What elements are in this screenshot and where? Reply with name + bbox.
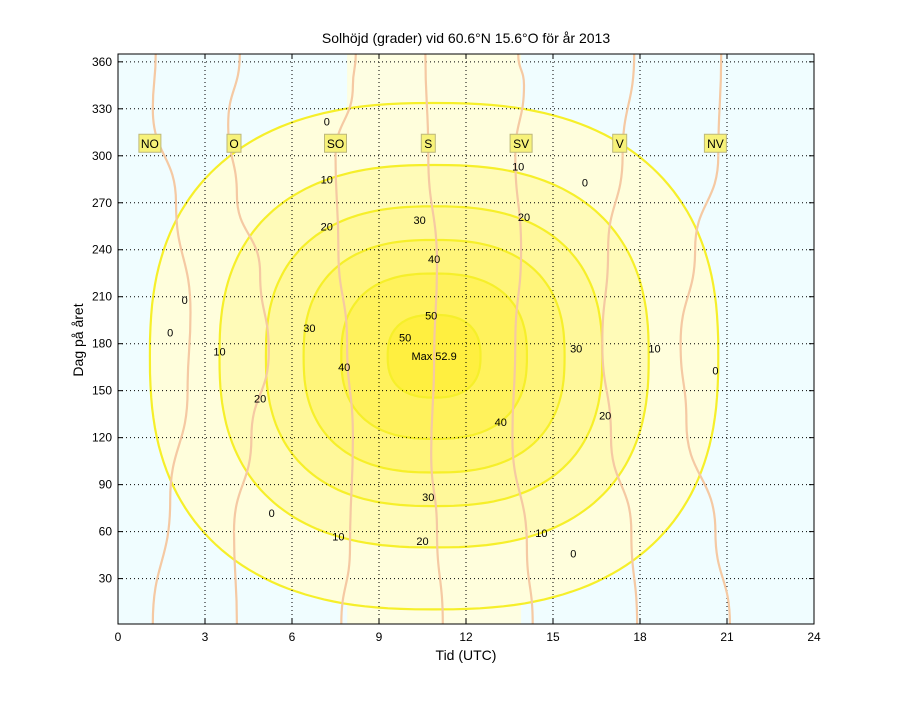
direction-label-box xyxy=(138,133,162,153)
y-tick-label: 180 xyxy=(92,337,112,351)
x-tick-label: 6 xyxy=(289,630,296,644)
contour-label: 0 xyxy=(269,508,275,520)
direction-label-o: O xyxy=(229,137,238,151)
direction-label-s: S xyxy=(424,137,432,151)
contour-label: 40 xyxy=(338,362,350,374)
contour-label: 10 xyxy=(332,531,344,543)
contour-label: 30 xyxy=(570,343,582,355)
x-tick-label: 0 xyxy=(115,630,122,644)
contour-label: 0 xyxy=(182,295,188,307)
y-tick-label: 30 xyxy=(99,572,113,586)
contour-label: 0 xyxy=(324,116,330,128)
contour-label: 40 xyxy=(495,417,507,429)
direction-label-no: NO xyxy=(141,137,159,151)
contour-label: 20 xyxy=(416,536,428,548)
axis-ticks: 0 3 6 9 12 15 18 21 24 30 60 90 120 150 180 210 240 270 30… xyxy=(92,54,821,644)
direction-label-box xyxy=(703,133,727,153)
direction-label-box xyxy=(226,133,242,153)
contour-line-10 xyxy=(218,163,650,549)
contour-label: 10 xyxy=(213,347,225,359)
azimuth-line-s xyxy=(424,54,444,624)
contour-label: 40 xyxy=(428,254,440,266)
contour-label: 0 xyxy=(582,177,588,189)
contour-line-20 xyxy=(264,205,604,508)
direction-label-box xyxy=(612,133,628,153)
contour-label: 10 xyxy=(512,162,524,174)
contour-lines xyxy=(148,101,720,611)
direction-labels: NO O SO S SV V NV xyxy=(138,133,727,153)
azimuth-line-sv xyxy=(511,54,534,624)
y-tick-label: 360 xyxy=(92,55,112,69)
direction-label-box xyxy=(420,133,436,153)
y-tick-label: 60 xyxy=(99,525,113,539)
contour-label: 20 xyxy=(254,394,266,406)
direction-label-sv: SV xyxy=(513,137,529,151)
contour-label: 30 xyxy=(422,492,434,504)
y-axis-label: Dag på året xyxy=(70,303,86,376)
direction-label-so: SO xyxy=(327,137,344,151)
contour-label: 50 xyxy=(399,332,411,344)
x-tick-label: 12 xyxy=(459,630,473,644)
azimuth-line-v xyxy=(601,54,639,624)
x-tick-label: 21 xyxy=(720,630,734,644)
x-tick-label: 15 xyxy=(546,630,560,644)
contour-label: 20 xyxy=(518,212,530,224)
contour-label: 30 xyxy=(303,323,315,335)
contour-label: 20 xyxy=(321,221,333,233)
contour-label: 50 xyxy=(425,311,437,323)
contour-label: 0 xyxy=(167,328,173,340)
direction-label-nv: NV xyxy=(707,137,724,151)
y-tick-label: 90 xyxy=(99,478,113,492)
y-tick-label: 210 xyxy=(92,290,112,304)
contour-label: 0 xyxy=(712,365,718,377)
y-tick-label: 150 xyxy=(92,384,112,398)
chart-title: Solhöjd (grader) vid 60.6°N 15.6°O för å… xyxy=(322,30,610,46)
y-tick-label: 120 xyxy=(92,431,112,445)
contour-label: 0 xyxy=(570,549,576,561)
x-tick-label: 3 xyxy=(202,630,209,644)
x-tick-label: 9 xyxy=(376,630,383,644)
contour-label: 10 xyxy=(321,174,333,186)
contour-label: 10 xyxy=(535,528,547,540)
y-tick-label: 270 xyxy=(92,196,112,210)
contour-label: 30 xyxy=(413,215,425,227)
x-tick-label: 24 xyxy=(807,630,821,644)
azimuth-line-so xyxy=(334,54,357,624)
direction-label-box xyxy=(324,133,347,153)
y-tick-label: 330 xyxy=(92,102,112,116)
contour-line-50 xyxy=(386,313,482,399)
direction-label-box xyxy=(509,133,533,153)
x-axis-label: Tid (UTC) xyxy=(436,647,497,663)
azimuth-line-nv xyxy=(679,54,731,624)
max-value-label: Max 52.9 xyxy=(411,351,456,363)
grid xyxy=(118,54,814,624)
contour-line-0 xyxy=(148,101,720,611)
y-tick-label: 240 xyxy=(92,243,112,257)
contour-line-40 xyxy=(340,272,528,440)
azimuth-line-no xyxy=(151,54,192,624)
contour-label: 10 xyxy=(648,343,660,355)
plot-area: 0000000101010101010202020202030303030404… xyxy=(92,53,821,644)
x-tick-label: 18 xyxy=(633,630,647,644)
direction-label-v: V xyxy=(616,137,624,151)
contour-line-30 xyxy=(302,238,566,474)
y-tick-label: 300 xyxy=(92,149,112,163)
contour-label: 20 xyxy=(599,411,611,423)
contour-labels: 0 0 0 0 0 0 0 10 10 10 10 10 10 20 20 20 20 20 30 30 30 30 40 4… xyxy=(167,116,718,560)
